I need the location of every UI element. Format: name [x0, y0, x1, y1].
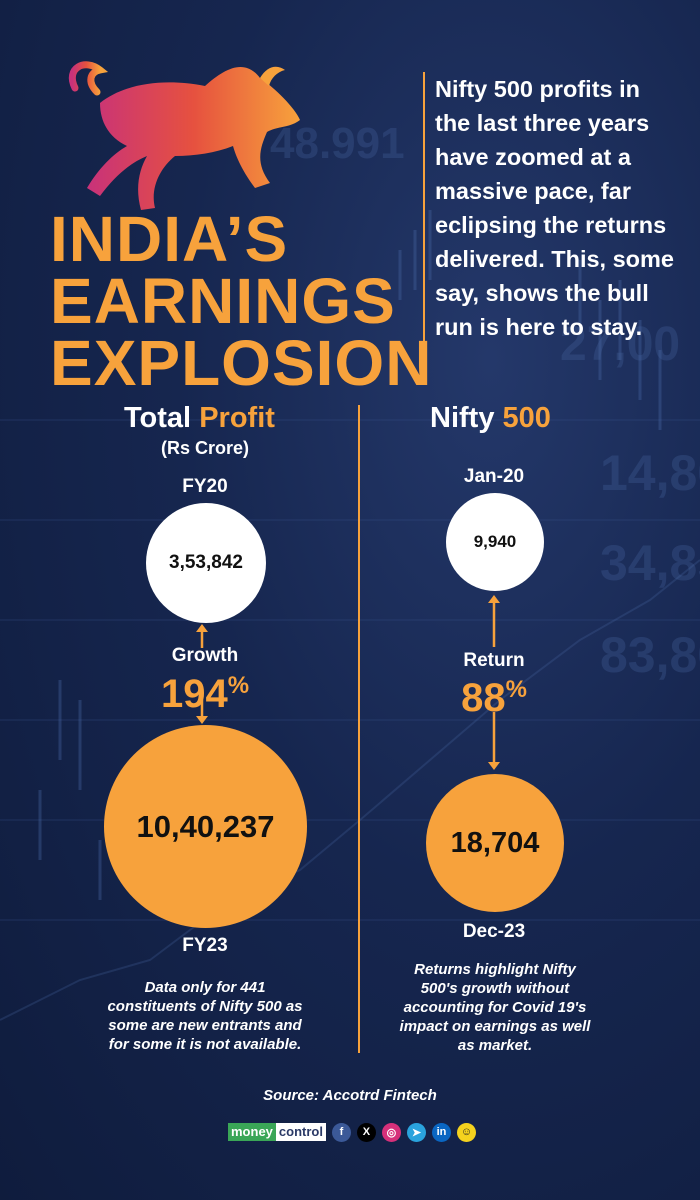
return-percent: 88%	[414, 670, 574, 718]
return-label: Return	[463, 650, 525, 671]
linkedin-icon[interactable]: in	[431, 1122, 451, 1142]
column-divider	[358, 405, 360, 1053]
fy20-label: FY20	[182, 476, 228, 497]
growth-value: 194	[160, 672, 228, 716]
total-profit-title: Total Profit	[124, 402, 275, 435]
return-value: 88	[461, 676, 506, 720]
total-profit-title-main: Total	[124, 402, 192, 434]
return-arrow-up	[488, 595, 500, 647]
headline-line-3: EXPLOSION	[50, 327, 433, 399]
nifty-500-title-accent: 500	[502, 402, 551, 434]
moneycontrol-logo[interactable]: money control	[228, 1123, 326, 1141]
dec23-index-circle: 18,704	[426, 774, 564, 912]
return-arrow-down	[488, 712, 500, 770]
growth-percent: 194%	[125, 666, 285, 714]
facebook-icon[interactable]: f	[331, 1122, 351, 1142]
svg-text:14,80: 14,80	[600, 445, 700, 501]
return-percent-symbol: %	[505, 676, 527, 703]
moneycontrol-logo-part2: control	[275, 1123, 326, 1141]
nifty-500-title-main: Nifty	[430, 402, 495, 434]
fy23-profit-value: 10,40,237	[136, 808, 275, 844]
fy20-profit-circle: 3,53,842	[146, 503, 266, 623]
jan20-index-circle: 9,940	[446, 493, 544, 591]
snapchat-icon[interactable]: ☺	[456, 1122, 476, 1142]
instagram-icon[interactable]: ◎	[381, 1122, 401, 1142]
total-profit-title-accent: Profit	[199, 402, 275, 434]
growth-percent-symbol: %	[227, 672, 250, 699]
fy20-profit-value: 3,53,842	[169, 552, 243, 573]
jan20-index-value: 9,940	[473, 532, 517, 551]
telegram-icon[interactable]: ➤	[406, 1122, 426, 1142]
growth-arrow-up	[196, 624, 208, 648]
x-icon[interactable]: X	[356, 1122, 376, 1142]
fy23-profit-circle: 10,40,237	[104, 725, 307, 928]
svg-text:83,80: 83,80	[600, 627, 700, 683]
source-credit: Source: Accotrd Fintech	[263, 1087, 437, 1104]
headline-line-1: INDIA’S	[50, 203, 289, 275]
svg-text:48.991: 48.991	[270, 119, 405, 168]
moneycontrol-logo-part1: money	[228, 1123, 276, 1141]
fy23-label: FY23	[182, 935, 228, 956]
svg-text:34,85: 34,85	[600, 535, 700, 591]
unit-label: (Rs Crore)	[160, 438, 249, 458]
growth-arrow-down	[196, 700, 208, 724]
right-footnote: Returns highlight Nifty 500's growth wit…	[399, 961, 591, 1054]
bull-logo	[69, 61, 300, 210]
left-footnote: Data only for 441 constituents of Nifty …	[107, 979, 303, 1053]
intro-text: Nifty 500 profits in the last three year…	[435, 76, 675, 340]
svg-text:27,00: 27,00	[560, 318, 680, 371]
dec23-index-value: 18,704	[450, 826, 540, 859]
growth-label: Growth	[171, 645, 239, 666]
nifty-500-title: Nifty 500	[430, 402, 551, 435]
footer-brand-bar: money control f X ◎ ➤ in ☺	[228, 1121, 476, 1143]
headline-line-2: EARNINGS	[50, 265, 396, 337]
jan20-label: Jan-20	[463, 466, 525, 487]
dec23-label: Dec-23	[462, 921, 526, 942]
intro-accent-rule	[423, 72, 425, 376]
